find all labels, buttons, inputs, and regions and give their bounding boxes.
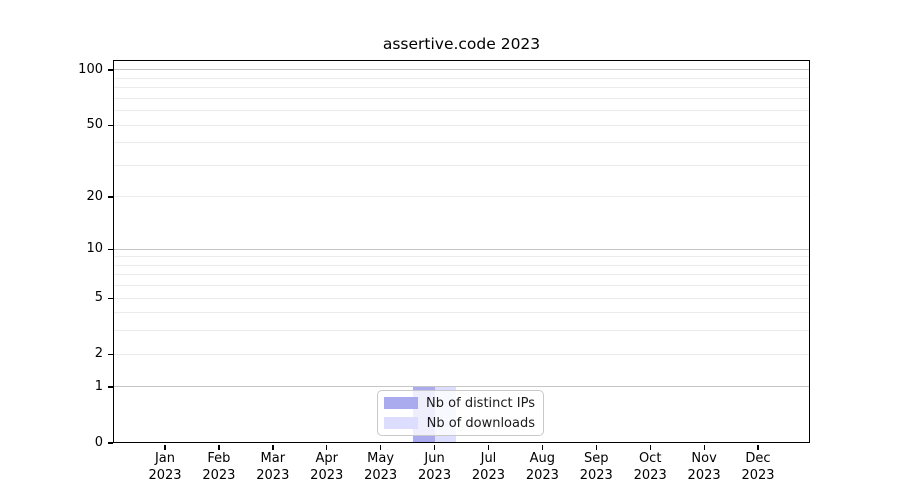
x-tick bbox=[757, 444, 759, 450]
y-tick-label: 50 bbox=[86, 117, 103, 133]
x-tick-label: Apr 2023 bbox=[299, 450, 355, 484]
y-gridline-minor bbox=[113, 312, 810, 314]
x-tick-label: Dec 2023 bbox=[730, 450, 786, 484]
x-tick bbox=[218, 444, 220, 450]
x-tick-month: Nov bbox=[691, 451, 717, 466]
x-tick-month: Apr bbox=[315, 451, 338, 466]
x-tick-year: 2023 bbox=[579, 468, 613, 483]
y-gridline-major bbox=[113, 69, 810, 71]
y-gridline-major bbox=[113, 248, 810, 250]
x-tick-month: Mar bbox=[260, 451, 286, 466]
y-gridline-minor bbox=[113, 196, 810, 198]
y-tick bbox=[108, 69, 113, 71]
y-gridline-minor bbox=[113, 110, 810, 112]
y-tick bbox=[108, 353, 113, 355]
x-tick-year: 2023 bbox=[741, 468, 775, 483]
y-tick-label: 5 bbox=[94, 290, 103, 306]
x-tick bbox=[541, 444, 544, 450]
y-tick bbox=[108, 386, 113, 388]
y-tick-label: 10 bbox=[86, 241, 103, 257]
x-tick-label: Jun 2023 bbox=[407, 450, 463, 484]
y-tick-label: 0 bbox=[94, 435, 103, 450]
y-tick-label: 1 bbox=[94, 378, 103, 394]
y-gridline-minor bbox=[113, 297, 810, 299]
x-tick-year: 2023 bbox=[148, 468, 182, 483]
x-tick-month: Sep bbox=[584, 451, 609, 466]
x-tick bbox=[487, 444, 490, 450]
x-tick-month: Jun bbox=[424, 451, 445, 466]
x-tick bbox=[595, 444, 597, 450]
y-tick bbox=[108, 248, 113, 250]
y-gridline-minor bbox=[113, 164, 810, 166]
y-gridline-minor bbox=[113, 285, 810, 287]
legend-swatch-distinct-ips bbox=[384, 397, 418, 409]
x-tick-year: 2023 bbox=[525, 468, 559, 483]
x-tick-year: 2023 bbox=[687, 468, 721, 483]
x-tick bbox=[649, 444, 651, 450]
y-gridline-minor bbox=[113, 256, 810, 258]
y-tick-label: 20 bbox=[86, 188, 103, 204]
y-tick-label: 2 bbox=[94, 346, 103, 362]
y-gridline-minor bbox=[113, 330, 810, 332]
y-tick bbox=[108, 196, 113, 198]
x-tick-year: 2023 bbox=[202, 468, 236, 483]
y-gridline-minor bbox=[113, 124, 810, 126]
chart-title: assertive.code 2023 bbox=[382, 35, 541, 53]
y-gridline-major bbox=[113, 386, 810, 388]
x-tick-label: Nov 2023 bbox=[676, 450, 732, 484]
legend: Nb of distinct IPs Nb of downloads bbox=[377, 390, 544, 436]
y-tick bbox=[108, 442, 113, 444]
x-tick-year: 2023 bbox=[310, 468, 344, 483]
legend-label-downloads: Nb of downloads bbox=[426, 415, 535, 431]
x-tick-label: Jul 2023 bbox=[460, 450, 516, 484]
y-gridline-minor bbox=[113, 77, 810, 79]
x-tick bbox=[433, 444, 436, 450]
y-tick-label: 100 bbox=[78, 61, 103, 77]
y-tick bbox=[108, 297, 113, 299]
y-gridline-minor bbox=[113, 142, 810, 144]
x-tick-year: 2023 bbox=[471, 468, 505, 483]
x-tick-month: Jan bbox=[154, 451, 176, 466]
y-gridline-minor bbox=[113, 264, 810, 266]
x-tick-label: Aug 2023 bbox=[514, 450, 570, 484]
legend-entry-downloads: Nb of downloads bbox=[384, 414, 535, 432]
x-tick-year: 2023 bbox=[364, 468, 398, 483]
x-tick-label: Sep 2023 bbox=[568, 450, 624, 484]
x-tick bbox=[326, 444, 328, 450]
y-gridline-minor bbox=[113, 87, 810, 89]
x-tick bbox=[703, 444, 705, 450]
x-tick-label: Oct 2023 bbox=[622, 450, 678, 484]
x-tick-month: Jul bbox=[480, 451, 497, 466]
legend-label-distinct-ips: Nb of distinct IPs bbox=[426, 395, 535, 411]
x-tick-year: 2023 bbox=[256, 468, 290, 483]
x-tick bbox=[272, 444, 274, 450]
x-tick-label: Jan 2023 bbox=[137, 450, 193, 484]
legend-entry-distinct-ips: Nb of distinct IPs bbox=[384, 394, 535, 412]
y-gridline-minor bbox=[113, 274, 810, 276]
x-tick-month: Dec bbox=[745, 451, 771, 466]
y-gridline-minor bbox=[113, 97, 810, 99]
x-tick-month: Aug bbox=[529, 451, 556, 466]
x-tick-month: May bbox=[367, 451, 395, 466]
x-tick-month: Oct bbox=[638, 451, 662, 466]
legend-swatch-downloads bbox=[384, 417, 418, 429]
x-tick-label: Mar 2023 bbox=[245, 450, 301, 484]
x-tick-year: 2023 bbox=[418, 468, 452, 483]
x-tick-label: May 2023 bbox=[353, 450, 409, 484]
x-tick bbox=[164, 444, 166, 450]
x-tick-label: Feb 2023 bbox=[191, 450, 247, 484]
x-tick-year: 2023 bbox=[633, 468, 667, 483]
x-tick bbox=[380, 444, 382, 450]
y-gridline-minor bbox=[113, 353, 810, 355]
x-tick-month: Feb bbox=[207, 451, 231, 466]
y-tick bbox=[108, 124, 113, 126]
